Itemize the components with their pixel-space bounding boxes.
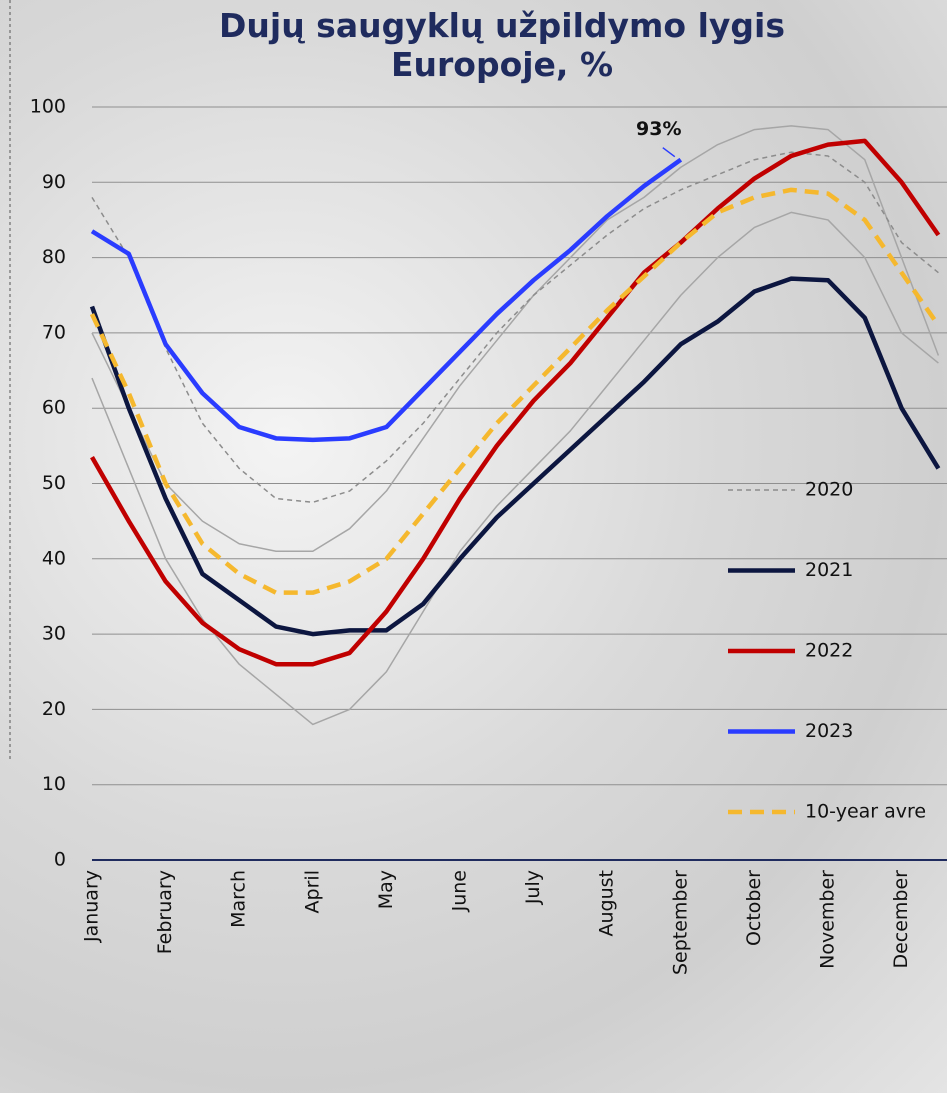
y-tick-label: 80 [42, 246, 66, 268]
y-tick-label: 40 [42, 547, 66, 569]
y-tick-label: 30 [42, 623, 66, 645]
x-tick-label: March [228, 870, 250, 928]
y-tick-label: 90 [42, 171, 66, 193]
x-tick-label: April [301, 870, 323, 913]
legend-label: 2022 [805, 640, 853, 662]
y-tick-label: 100 [30, 96, 66, 118]
x-tick-label: July [522, 870, 544, 905]
page: Dujų saugyklų užpildymo lygis Europoje, … [0, 0, 947, 1093]
legend-label: 2020 [805, 479, 853, 501]
legend-label: 2023 [805, 720, 853, 742]
legend-label: 2021 [805, 559, 853, 581]
y-tick-label: 0 [54, 849, 66, 871]
x-tick-label: November [817, 870, 839, 969]
annotation-leader [663, 148, 675, 157]
y-tick-label: 70 [42, 321, 66, 343]
annotation: 93% [636, 118, 681, 140]
y-tick-label: 50 [42, 472, 66, 494]
y-tick-label: 10 [42, 773, 66, 795]
chart: 0 10 20 30 40 50 60 70 80 90 100 January February Mar… [0, 0, 947, 1093]
x-tick-label: June [449, 870, 471, 912]
x-tick-label: May [375, 870, 397, 909]
x-tick-label: August [596, 870, 618, 937]
y-tick-label: 60 [42, 397, 66, 419]
series-line [92, 152, 938, 502]
legend-label: 10-year avre [805, 801, 926, 823]
x-tick-label: December [890, 870, 912, 969]
y-tick-label: 20 [42, 698, 66, 720]
series-line [92, 160, 681, 440]
x-tick-label: January [81, 870, 103, 943]
x-tick-label: October [743, 870, 765, 946]
x-tick-label: February [154, 870, 176, 954]
x-tick-label: September [669, 870, 691, 975]
series-line [92, 190, 938, 593]
